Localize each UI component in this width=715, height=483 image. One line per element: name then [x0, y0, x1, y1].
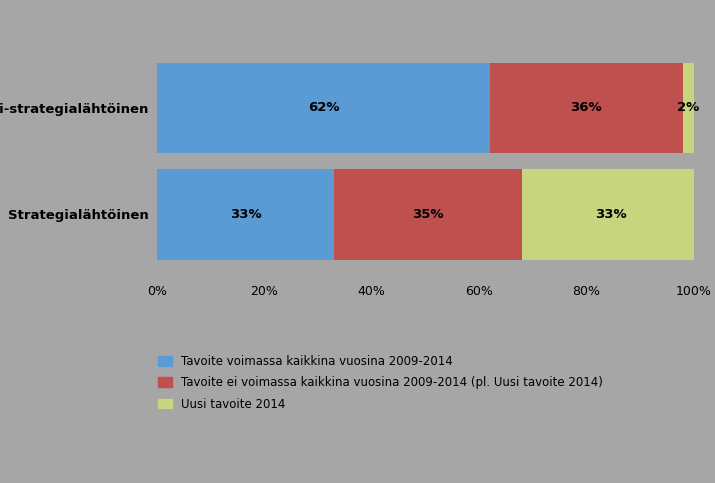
Legend: Tavoite voimassa kaikkina vuosina 2009-2014, Tavoite ei voimassa kaikkina vuosin: Tavoite voimassa kaikkina vuosina 2009-2… — [158, 355, 603, 411]
Bar — [335, 169, 522, 259]
Bar — [683, 63, 694, 153]
Text: 36%: 36% — [571, 101, 602, 114]
Text: 35%: 35% — [413, 208, 444, 221]
Text: 33%: 33% — [230, 208, 262, 221]
Bar — [522, 169, 699, 259]
Text: 62%: 62% — [307, 101, 340, 114]
Bar — [490, 63, 683, 153]
Bar — [157, 63, 490, 153]
Bar — [157, 169, 335, 259]
Text: 2%: 2% — [677, 101, 699, 114]
Text: 33%: 33% — [595, 208, 626, 221]
